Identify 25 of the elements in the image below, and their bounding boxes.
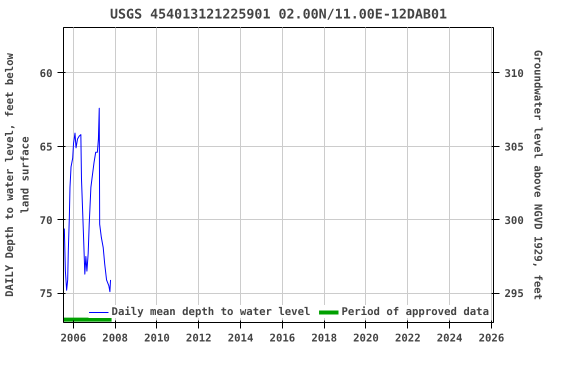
y2-tick-label: 295 — [504, 287, 524, 300]
x-tick-label: 2018 — [311, 332, 338, 344]
x-tick-label: 2024 — [436, 332, 462, 344]
y2-tick-label: 300 — [504, 214, 524, 227]
legend-label: Daily mean depth to water level — [112, 305, 310, 318]
y-tick-label: 70 — [40, 214, 53, 227]
y2-tick-label: 305 — [504, 140, 524, 154]
y-tick-label: 65 — [40, 140, 53, 154]
x-tick-label: 2016 — [270, 332, 296, 344]
y-tick-label: 75 — [40, 287, 53, 300]
x-tick-label: 2010 — [144, 332, 170, 344]
x-tick-label: 2012 — [186, 332, 212, 344]
x-tick-label: 2026 — [478, 332, 504, 344]
line-series — [64, 108, 112, 292]
x-tick-label: 2014 — [228, 332, 254, 344]
y-tick-label: 60 — [40, 67, 53, 80]
x-tick-label: 2006 — [60, 332, 86, 344]
x-tick-label: 2020 — [353, 332, 379, 344]
chart-title: USGS 454013121225901 02.00N/11.00E-12DAB01 — [110, 8, 448, 22]
x-tick-label: 2008 — [102, 332, 128, 344]
y2-axis-title: Groundwater level above NGVD 1929, feet — [532, 50, 545, 300]
legend-label: Period of approved data — [341, 305, 489, 318]
y2-tick-label: 310 — [504, 67, 524, 80]
y-axis-title: DAILY Depth to water level, feet below land surface — [3, 52, 32, 297]
x-tick-label: 2022 — [394, 332, 421, 344]
